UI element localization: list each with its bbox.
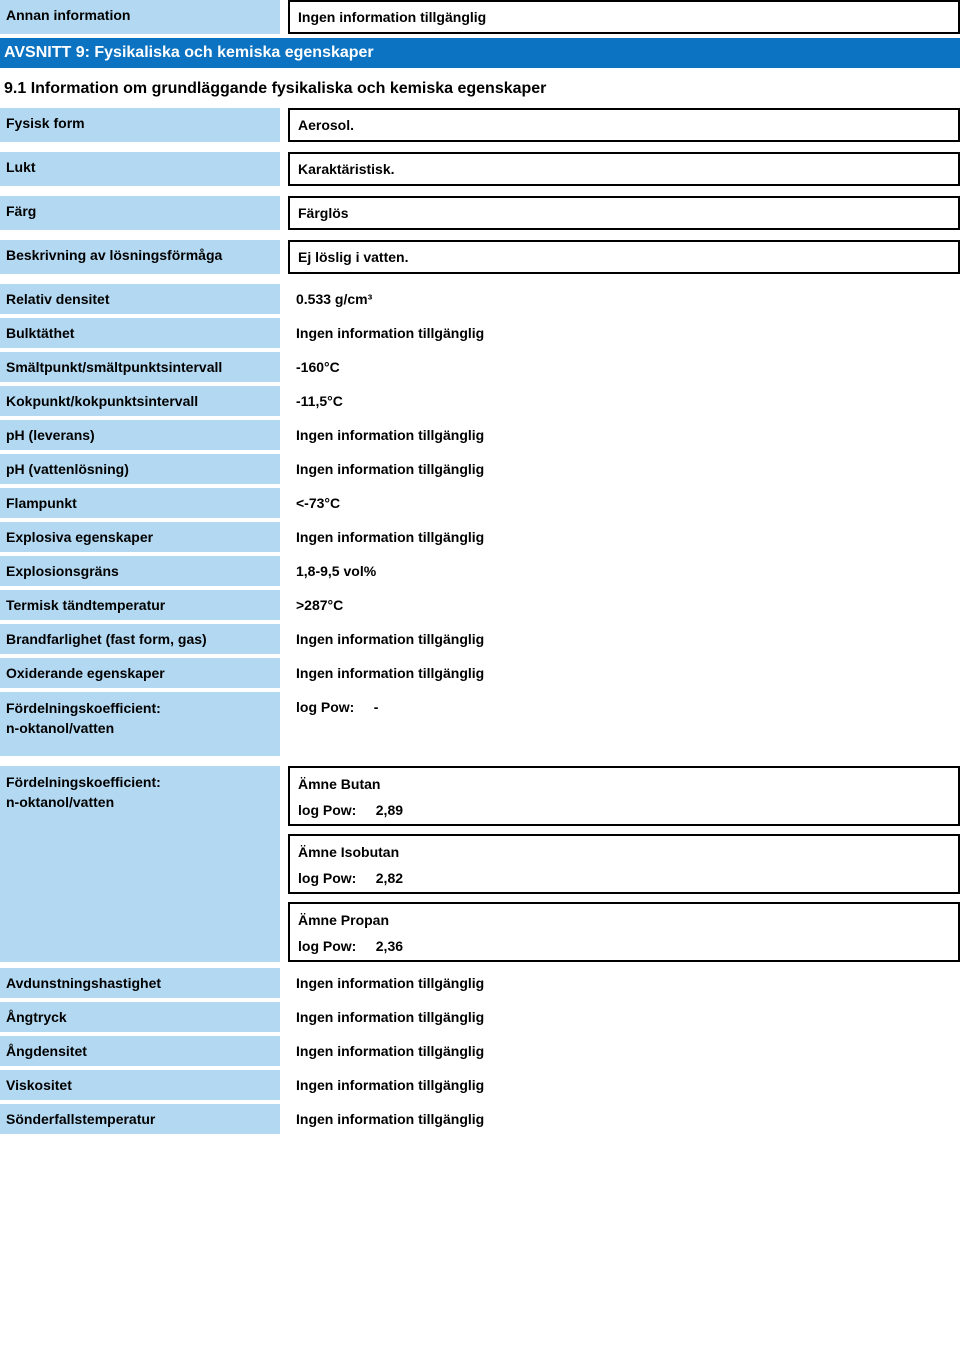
label-brandfarlighet: Brandfarlighet (fast form, gas) bbox=[0, 624, 280, 654]
label-termisk: Termisk tändtemperatur bbox=[0, 590, 280, 620]
table-row: pH (vattenlösning) Ingen information till… bbox=[0, 454, 960, 484]
label-fordelning-2-line1: Fördelningskoefficient: bbox=[6, 774, 161, 790]
label-angtryck: Ångtryck bbox=[0, 1002, 280, 1032]
table-row: Avdunstningshastighet Ingen information t… bbox=[0, 968, 960, 998]
table-row: Termisk tändtemperatur >287°C bbox=[0, 590, 960, 620]
value-viskositet: Ingen information tillgänglig bbox=[288, 1070, 960, 1100]
value-oxiderande: Ingen information tillgänglig bbox=[288, 658, 960, 688]
label-explosionsgrans: Explosionsgräns bbox=[0, 556, 280, 586]
label-smaltpunkt: Smältpunkt/smältpunktsintervall bbox=[0, 352, 280, 382]
value-ph-vatten: Ingen information tillgänglig bbox=[288, 454, 960, 484]
value-fordelning-1: log Pow: - bbox=[288, 692, 960, 756]
row-annan-information: Annan information Ingen information till… bbox=[0, 0, 960, 34]
label-viskositet: Viskositet bbox=[0, 1070, 280, 1100]
row-lukt: Lukt Karaktäristisk. bbox=[0, 152, 960, 186]
label-fordelning-2-line2: n-oktanol/vatten bbox=[6, 794, 114, 810]
gap bbox=[280, 240, 288, 274]
substance-name: Ämne Isobutan bbox=[298, 844, 950, 860]
label-annan: Annan information bbox=[0, 0, 280, 34]
table-row: Flampunkt <-73°C bbox=[0, 488, 960, 518]
table-row: Relativ densitet 0.533 g/cm³ bbox=[0, 284, 960, 314]
value-fysisk-form: Aerosol. bbox=[288, 108, 960, 142]
value-ph-leverans: Ingen information tillgänglig bbox=[288, 420, 960, 450]
gap bbox=[280, 0, 288, 34]
table-row: Brandfarlighet (fast form, gas) Ingen inf… bbox=[0, 624, 960, 654]
value-bulktathet: Ingen information tillgänglig bbox=[288, 318, 960, 348]
label-fordelning-1-line2: n-oktanol/vatten bbox=[6, 720, 114, 736]
substance-box-butan: Ämne Butan log Pow: 2,89 bbox=[288, 766, 960, 826]
table-row: Kokpunkt/kokpunktsintervall -11,5°C bbox=[0, 386, 960, 416]
value-relativ-densitet: 0.533 g/cm³ bbox=[288, 284, 960, 314]
row-farg: Färg Färglös bbox=[0, 196, 960, 230]
label-sonderfall: Sönderfallstemperatur bbox=[0, 1104, 280, 1134]
table-row: Bulktäthet Ingen information tillgänglig bbox=[0, 318, 960, 348]
label-angdensitet: Ångdensitet bbox=[0, 1036, 280, 1066]
table-row: Viskositet Ingen information tillgänglig bbox=[0, 1070, 960, 1100]
label-ph-vatten: pH (vattenlösning) bbox=[0, 454, 280, 484]
label-fysisk-form: Fysisk form bbox=[0, 108, 280, 142]
row-fordelning-2: Fördelningskoefficient: n-oktanol/vatten… bbox=[0, 766, 960, 962]
value-farg: Färglös bbox=[288, 196, 960, 230]
label-losningsformaga: Beskrivning av lösningsförmåga bbox=[0, 240, 280, 274]
label-flampunkt: Flampunkt bbox=[0, 488, 280, 518]
row-fordelning-1: Fördelningskoefficient: n-oktanol/vatten… bbox=[0, 692, 960, 756]
substance-logpow: log Pow: 2,36 bbox=[298, 938, 950, 954]
table-row: Ångtryck Ingen information tillgänglig bbox=[0, 1002, 960, 1032]
value-flampunkt: <-73°C bbox=[288, 488, 960, 518]
label-fordelning-1-line1: Fördelningskoefficient: bbox=[6, 700, 161, 716]
label-kokpunkt: Kokpunkt/kokpunktsintervall bbox=[0, 386, 280, 416]
label-ph-leverans: pH (leverans) bbox=[0, 420, 280, 450]
table-row: Explosiva egenskaper Ingen information ti… bbox=[0, 522, 960, 552]
label-fordelning-2: Fördelningskoefficient: n-oktanol/vatten bbox=[0, 766, 280, 962]
table-row: Sönderfallstemperatur Ingen information t… bbox=[0, 1104, 960, 1134]
value-angtryck: Ingen information tillgänglig bbox=[288, 1002, 960, 1032]
label-relativ-densitet: Relativ densitet bbox=[0, 284, 280, 314]
value-explosiva: Ingen information tillgänglig bbox=[288, 522, 960, 552]
value-losningsformaga: Ej löslig i vatten. bbox=[288, 240, 960, 274]
gap bbox=[280, 152, 288, 186]
label-farg: Färg bbox=[0, 196, 280, 230]
value-termisk: >287°C bbox=[288, 590, 960, 620]
label-fordelning-1: Fördelningskoefficient: n-oktanol/vatten bbox=[0, 692, 280, 756]
property-group-2: Avdunstningshastighet Ingen information t… bbox=[0, 968, 960, 1134]
gap bbox=[280, 196, 288, 230]
table-row: Smältpunkt/smältpunktsintervall -160°C bbox=[0, 352, 960, 382]
substance-name: Ämne Propan bbox=[298, 912, 950, 928]
label-lukt: Lukt bbox=[0, 152, 280, 186]
substance-box-isobutan: Ämne Isobutan log Pow: 2,82 bbox=[288, 834, 960, 894]
value-annan: Ingen information tillgänglig bbox=[288, 0, 960, 34]
value-explosionsgrans: 1,8-9,5 vol% bbox=[288, 556, 960, 586]
gap bbox=[280, 108, 288, 142]
substance-name: Ämne Butan bbox=[298, 776, 950, 792]
substance-logpow: log Pow: 2,89 bbox=[298, 802, 950, 818]
value-avdunstning: Ingen information tillgänglig bbox=[288, 968, 960, 998]
substance-logpow: log Pow: 2,82 bbox=[298, 870, 950, 886]
row-fysisk-form: Fysisk form Aerosol. bbox=[0, 108, 960, 142]
value-kokpunkt: -11,5°C bbox=[288, 386, 960, 416]
label-explosiva: Explosiva egenskaper bbox=[0, 522, 280, 552]
label-avdunstning: Avdunstningshastighet bbox=[0, 968, 280, 998]
value-angdensitet: Ingen information tillgänglig bbox=[288, 1036, 960, 1066]
value-sonderfall: Ingen information tillgänglig bbox=[288, 1104, 960, 1134]
value-brandfarlighet: Ingen information tillgänglig bbox=[288, 624, 960, 654]
section-9-header: AVSNITT 9: Fysikaliska och kemiska egens… bbox=[0, 38, 960, 68]
property-group-1: Relativ densitet 0.533 g/cm³ Bulktäthet In… bbox=[0, 284, 960, 688]
label-oxiderande: Oxiderande egenskaper bbox=[0, 658, 280, 688]
stacked-substance-boxes: Ämne Butan log Pow: 2,89 Ämne Isobutan l… bbox=[288, 766, 960, 962]
label-bulktathet: Bulktäthet bbox=[0, 318, 280, 348]
value-smaltpunkt: -160°C bbox=[288, 352, 960, 382]
section-9-1-subtitle: 9.1 Information om grundläggande fysikal… bbox=[0, 74, 960, 108]
substance-box-propan: Ämne Propan log Pow: 2,36 bbox=[288, 902, 960, 962]
row-losningsformaga: Beskrivning av lösningsförmåga Ej löslig… bbox=[0, 240, 960, 274]
table-row: Explosionsgräns 1,8-9,5 vol% bbox=[0, 556, 960, 586]
table-row: Ångdensitet Ingen information tillgänglig bbox=[0, 1036, 960, 1066]
table-row: Oxiderande egenskaper Ingen information t… bbox=[0, 658, 960, 688]
value-lukt: Karaktäristisk. bbox=[288, 152, 960, 186]
table-row: pH (leverans) Ingen information tillgängl… bbox=[0, 420, 960, 450]
